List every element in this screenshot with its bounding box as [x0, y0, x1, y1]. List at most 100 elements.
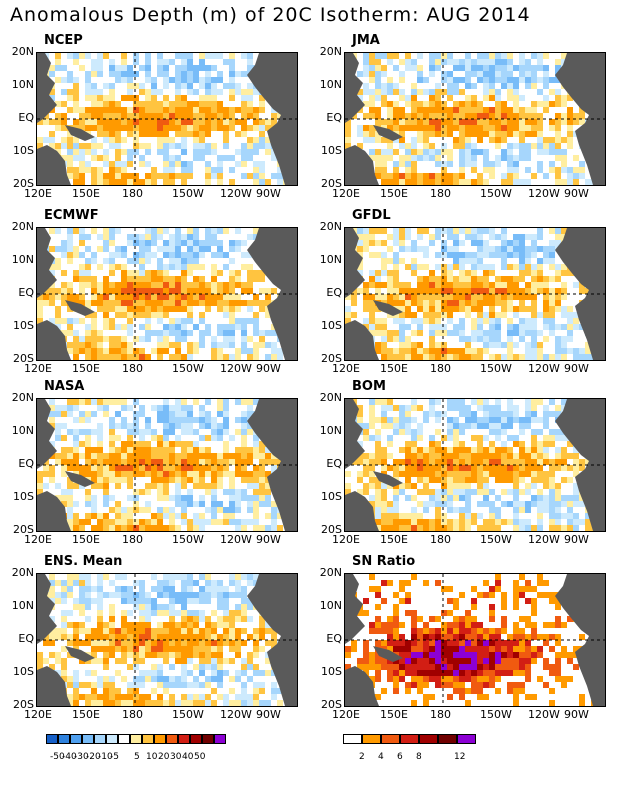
land-maritime-continent-shape: [345, 53, 365, 123]
land-new-guinea-shape: [65, 300, 95, 316]
y-tick-label: 10N: [319, 599, 342, 612]
x-tick-label: 90W: [564, 187, 589, 200]
y-tick-label: 20S: [13, 698, 34, 711]
y-tick-label: 20N: [11, 45, 34, 58]
x-tick-label: 120E: [24, 362, 52, 375]
land-americas-shape: [247, 399, 297, 531]
anomaly-colorbar-swatch: [214, 734, 226, 744]
anomaly-map: [345, 53, 605, 185]
y-tick-label: 20S: [321, 523, 342, 536]
land-maritime-continent-shape: [345, 574, 365, 644]
sn-colorbar-label: 4: [378, 752, 384, 762]
x-tick-label: 90W: [256, 187, 281, 200]
y-tick-label: 20N: [319, 391, 342, 404]
panel-label: SN Ratio: [352, 554, 416, 569]
x-tick-label: 150W: [480, 533, 512, 546]
land-new-guinea-shape: [65, 125, 95, 141]
land-australia-shape: [37, 666, 71, 706]
anomaly-colorbar-label: 20: [158, 752, 170, 762]
x-tick-label: 150W: [172, 708, 204, 721]
y-tick-label: EQ: [18, 111, 34, 124]
x-tick-label: 150E: [72, 533, 100, 546]
map-panel-sn-ratio: [344, 573, 606, 707]
y-tick-label: 20S: [13, 177, 34, 190]
x-tick-label: 90W: [256, 362, 281, 375]
y-tick-label: 10N: [319, 424, 342, 437]
sn-colorbar-label: 12: [454, 752, 466, 762]
map-panel-gfdl: [344, 227, 606, 361]
x-tick-label: 120W: [528, 708, 560, 721]
anomaly-colorbar-swatch: [46, 734, 58, 744]
sn-colorbar-swatch: [381, 734, 400, 744]
anomaly-colorbar-swatch: [70, 734, 82, 744]
y-tick-label: 10N: [319, 253, 342, 266]
sn-colorbar-label: 8: [416, 752, 422, 762]
anomaly-colorbar-swatch: [202, 734, 214, 744]
x-tick-label: 120E: [24, 533, 52, 546]
land-americas-shape: [555, 228, 605, 360]
x-tick-label: 150E: [72, 362, 100, 375]
land-americas-shape: [247, 53, 297, 185]
y-tick-label: EQ: [326, 457, 342, 470]
x-tick-label: 180: [430, 533, 451, 546]
y-tick-label: 20N: [11, 220, 34, 233]
x-tick-label: 120W: [528, 362, 560, 375]
x-tick-label: 150E: [380, 187, 408, 200]
land-australia-shape: [37, 320, 71, 360]
x-tick-label: 120W: [528, 533, 560, 546]
anomaly-colorbar-label: 50: [194, 752, 206, 762]
land-australia-shape: [37, 145, 71, 185]
anomaly-colorbar-label: -30: [74, 752, 89, 762]
x-tick-label: 180: [122, 533, 143, 546]
y-tick-label: 10N: [319, 78, 342, 91]
x-tick-label: 150E: [380, 708, 408, 721]
panel-label: ECMWF: [44, 208, 99, 223]
x-tick-label: 90W: [564, 708, 589, 721]
land-new-guinea-shape: [373, 300, 403, 316]
sn-colorbar-swatch: [343, 734, 362, 744]
panel-label: JMA: [352, 33, 380, 48]
land-new-guinea-shape: [373, 471, 403, 487]
map-panel-ncep: [36, 52, 298, 186]
anomaly-map: [345, 399, 605, 531]
x-tick-label: 120W: [528, 187, 560, 200]
x-tick-label: 120W: [220, 708, 252, 721]
x-tick-label: 120E: [332, 708, 360, 721]
land-americas-shape: [555, 399, 605, 531]
anomaly-map: [37, 228, 297, 360]
y-tick-label: 20N: [319, 220, 342, 233]
anomaly-field: [37, 399, 297, 531]
x-tick-label: 150W: [172, 187, 204, 200]
anomaly-field: [345, 574, 605, 706]
land-maritime-continent-shape: [345, 228, 365, 298]
anomaly-colorbar-swatch: [106, 734, 118, 744]
anomaly-colorbar-swatch: [94, 734, 106, 744]
sn-colorbar-swatch: [457, 734, 476, 744]
x-tick-label: 90W: [256, 708, 281, 721]
x-tick-label: 120W: [220, 187, 252, 200]
anomaly-map: [345, 228, 605, 360]
y-tick-label: EQ: [18, 286, 34, 299]
y-tick-label: 20S: [321, 698, 342, 711]
sn-colorbar-swatch: [362, 734, 381, 744]
y-tick-label: 10S: [13, 665, 34, 678]
x-tick-label: 150E: [380, 362, 408, 375]
anomaly-colorbar-label: 40: [182, 752, 194, 762]
sn-colorbar-swatch: [438, 734, 457, 744]
anomaly-colorbar-swatch: [82, 734, 94, 744]
y-tick-label: EQ: [18, 457, 34, 470]
y-tick-label: 10N: [11, 253, 34, 266]
x-tick-label: 120E: [332, 533, 360, 546]
anomaly-colorbar-swatch: [166, 734, 178, 744]
x-tick-label: 180: [122, 187, 143, 200]
anomaly-map: [37, 574, 297, 706]
sn-colorbar-swatch: [400, 734, 419, 744]
sn-colorbar-swatch: [419, 734, 438, 744]
anomaly-colorbar-label: -20: [86, 752, 101, 762]
anomaly-colorbar-swatch: [190, 734, 202, 744]
y-tick-label: 10N: [11, 599, 34, 612]
y-tick-label: EQ: [326, 111, 342, 124]
x-tick-label: 120W: [220, 362, 252, 375]
land-americas-shape: [555, 574, 605, 706]
x-tick-label: 180: [430, 187, 451, 200]
